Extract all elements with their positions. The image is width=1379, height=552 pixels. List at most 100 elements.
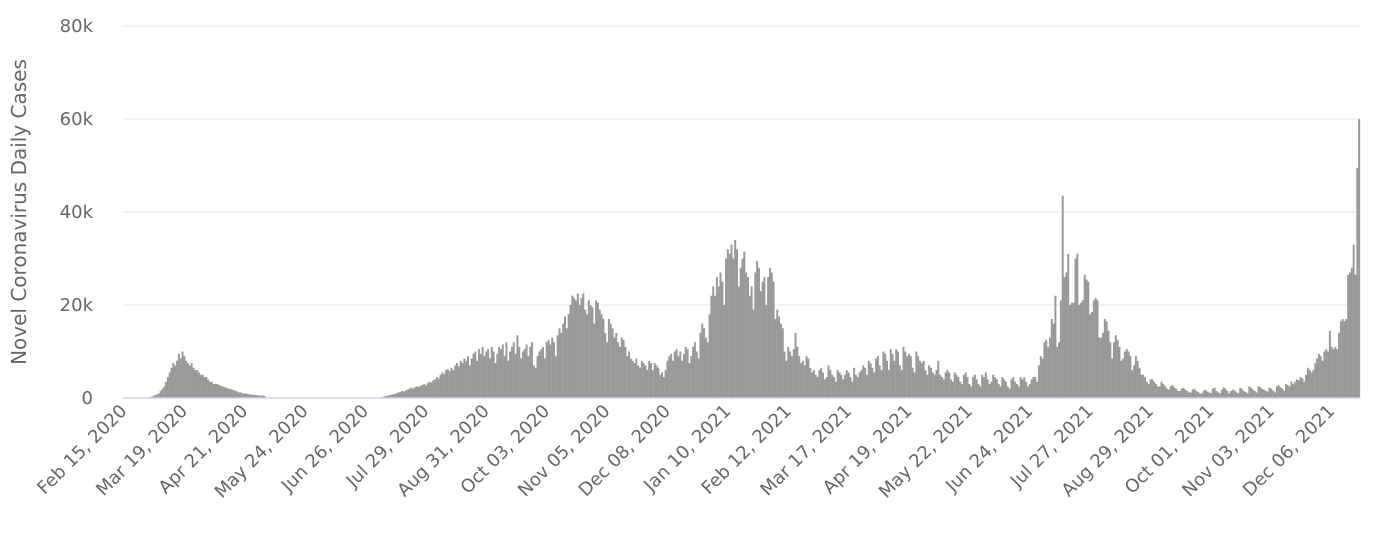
bar bbox=[1023, 377, 1026, 398]
bar bbox=[871, 367, 874, 398]
bar bbox=[221, 386, 224, 398]
bar bbox=[1039, 356, 1042, 398]
bar bbox=[752, 309, 755, 398]
bar bbox=[260, 395, 263, 398]
bar bbox=[770, 272, 773, 398]
bar bbox=[258, 395, 261, 398]
bar bbox=[650, 363, 652, 398]
bar bbox=[470, 358, 473, 398]
bar bbox=[759, 291, 762, 398]
bar bbox=[408, 388, 411, 398]
bar bbox=[1182, 387, 1185, 398]
bar bbox=[1014, 381, 1017, 398]
bar bbox=[529, 346, 532, 398]
bar bbox=[831, 374, 834, 398]
bar bbox=[950, 379, 953, 398]
bar bbox=[746, 277, 749, 398]
bar bbox=[891, 353, 894, 398]
bar bbox=[761, 281, 764, 398]
bar bbox=[172, 363, 175, 398]
bar bbox=[939, 374, 942, 398]
bar bbox=[1204, 389, 1207, 398]
bar bbox=[790, 356, 793, 398]
bar bbox=[997, 384, 1000, 398]
bar bbox=[254, 395, 257, 398]
bar bbox=[598, 309, 601, 398]
bar bbox=[781, 328, 784, 398]
bar bbox=[703, 328, 706, 398]
bar bbox=[1017, 386, 1020, 398]
bar bbox=[514, 353, 517, 398]
bar bbox=[1239, 387, 1242, 398]
bar bbox=[428, 381, 431, 398]
bar bbox=[800, 363, 803, 398]
bar bbox=[801, 360, 804, 398]
bar bbox=[887, 370, 890, 398]
bar bbox=[457, 366, 460, 398]
bar bbox=[756, 260, 759, 398]
bar bbox=[1338, 332, 1341, 398]
bar bbox=[745, 272, 748, 398]
bar bbox=[1230, 391, 1233, 398]
bar bbox=[1226, 391, 1229, 398]
y-tick-label: 0 bbox=[82, 388, 93, 409]
bar bbox=[805, 356, 808, 398]
bar bbox=[754, 272, 757, 398]
bar bbox=[1169, 386, 1172, 398]
bar bbox=[750, 286, 753, 398]
bar bbox=[984, 372, 987, 398]
bar bbox=[401, 391, 404, 398]
bar bbox=[681, 360, 684, 398]
bar bbox=[609, 323, 612, 398]
bar bbox=[520, 358, 523, 398]
bar bbox=[1140, 374, 1143, 398]
bar bbox=[818, 370, 821, 398]
bar bbox=[1180, 388, 1183, 398]
bar bbox=[1089, 314, 1092, 398]
bar bbox=[461, 363, 464, 398]
bar bbox=[1041, 358, 1044, 398]
bar bbox=[1250, 387, 1253, 398]
bar bbox=[1147, 384, 1150, 398]
bar bbox=[263, 396, 266, 398]
bar bbox=[664, 370, 667, 398]
bar bbox=[1028, 384, 1031, 398]
bar bbox=[1187, 392, 1190, 398]
bar bbox=[1112, 342, 1115, 398]
bar bbox=[1330, 346, 1333, 398]
bar bbox=[1272, 390, 1275, 398]
bar bbox=[1153, 381, 1156, 398]
bar bbox=[413, 387, 416, 398]
bar bbox=[499, 349, 502, 398]
bar bbox=[1343, 321, 1346, 398]
bar bbox=[860, 370, 863, 398]
bar bbox=[1076, 253, 1079, 398]
bar bbox=[728, 253, 731, 398]
bar bbox=[915, 351, 918, 398]
bar bbox=[763, 277, 766, 398]
bar bbox=[1156, 386, 1159, 398]
bar bbox=[234, 391, 237, 398]
bar bbox=[1270, 388, 1273, 398]
bar bbox=[1310, 372, 1313, 398]
bar bbox=[467, 356, 469, 398]
bar bbox=[1339, 321, 1342, 398]
bar bbox=[439, 374, 442, 398]
bar bbox=[1294, 381, 1297, 398]
bar bbox=[741, 258, 744, 398]
bar bbox=[1208, 392, 1211, 398]
bar bbox=[521, 351, 524, 398]
bar bbox=[1026, 386, 1029, 398]
bar bbox=[862, 365, 865, 398]
bar bbox=[1303, 381, 1306, 398]
bar bbox=[472, 353, 475, 398]
bar bbox=[983, 377, 986, 398]
bar bbox=[1283, 391, 1286, 398]
bar bbox=[525, 344, 528, 398]
bar bbox=[644, 365, 647, 398]
bar bbox=[505, 342, 508, 398]
bar bbox=[474, 351, 477, 398]
bar bbox=[415, 386, 418, 398]
bar bbox=[527, 356, 530, 398]
bar bbox=[580, 298, 583, 398]
